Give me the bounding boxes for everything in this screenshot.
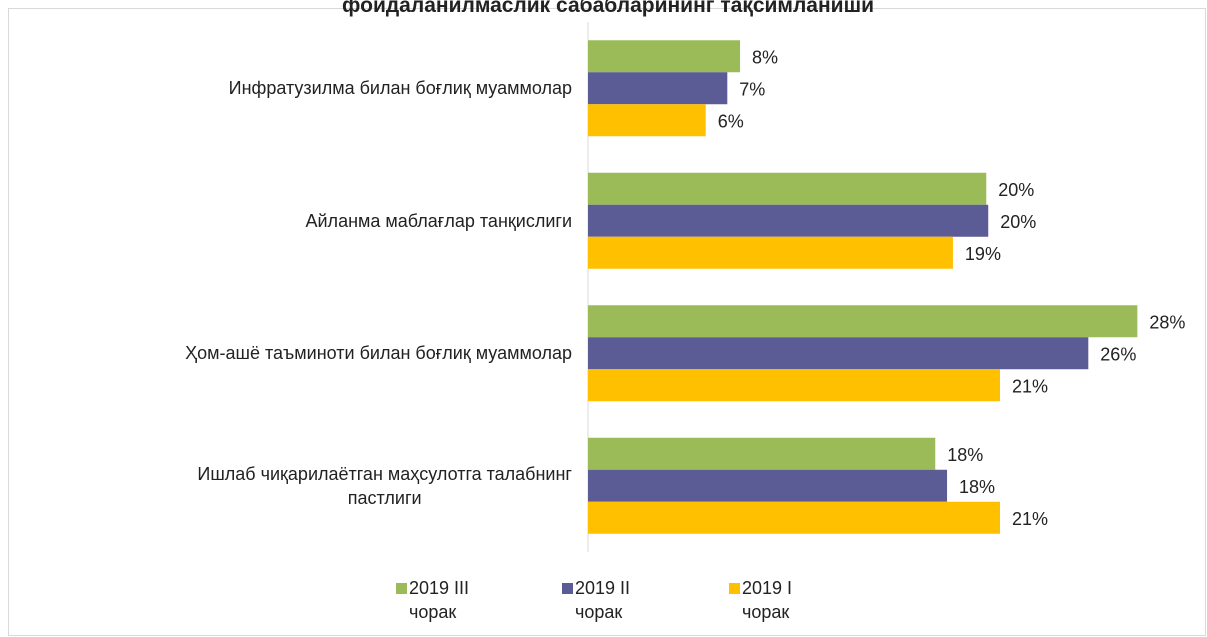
y-tick-label: Ишлаб чиқарилаётган маҳсулотга талабнинг… bbox=[197, 463, 572, 508]
y-tick-label: Инфратузилма билан боғлиқ муаммолар bbox=[228, 78, 572, 99]
bar bbox=[588, 72, 728, 105]
data-label: 26% bbox=[1100, 344, 1136, 364]
bar bbox=[588, 104, 706, 137]
bar bbox=[588, 437, 936, 470]
data-label: 18% bbox=[959, 477, 995, 497]
bar bbox=[588, 337, 1089, 370]
data-label: 7% bbox=[739, 79, 765, 99]
legend-label: 2019 II чорак bbox=[575, 578, 631, 622]
bar bbox=[588, 469, 948, 502]
legend-label: 2019 III чорак bbox=[409, 578, 470, 622]
data-label: 21% bbox=[1012, 509, 1048, 529]
data-label: 28% bbox=[1149, 312, 1185, 332]
chart-frame bbox=[8, 8, 1206, 636]
y-tick-label: Ҳом-ашё таъминоти билан боғлиқ муаммолар bbox=[185, 343, 572, 364]
bar bbox=[588, 501, 1001, 534]
bar bbox=[588, 305, 1138, 338]
legend-swatch bbox=[729, 583, 740, 594]
bar bbox=[588, 369, 1001, 402]
y-tick-label: Айланма маблағлар танқислиги bbox=[305, 210, 573, 231]
data-label: 21% bbox=[1012, 376, 1048, 396]
data-label: 19% bbox=[965, 244, 1001, 264]
legend-swatch bbox=[562, 583, 573, 594]
data-label: 20% bbox=[1000, 212, 1036, 232]
data-label: 20% bbox=[998, 180, 1034, 200]
legend-label: 2019 I чорак bbox=[742, 578, 793, 622]
bar bbox=[588, 172, 987, 205]
legend-swatch bbox=[396, 583, 407, 594]
data-label: 18% bbox=[947, 445, 983, 465]
data-label: 6% bbox=[718, 111, 744, 131]
data-label: 8% bbox=[752, 47, 778, 67]
chart-title: фойдаланилмаслик сабабларининг тақсимлан… bbox=[342, 0, 874, 17]
bar bbox=[588, 40, 741, 73]
bar bbox=[588, 236, 953, 269]
bar bbox=[588, 204, 989, 237]
